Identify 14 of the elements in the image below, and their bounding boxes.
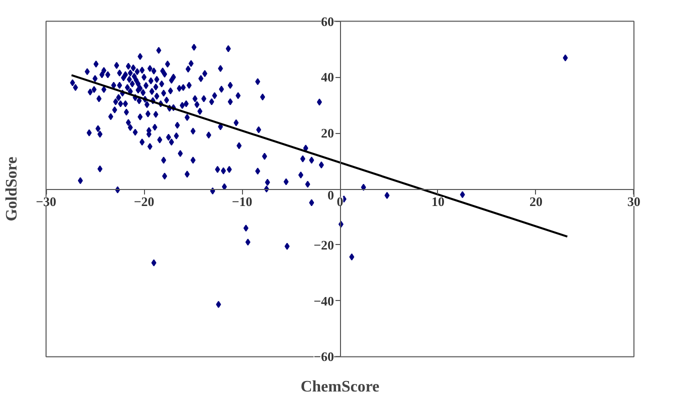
x-tick-label: 30 [627, 194, 640, 209]
y-tick-label: 60 [321, 14, 334, 29]
y-tick-label: −60 [314, 349, 334, 364]
y-tick-label: −20 [314, 237, 334, 252]
x-tick-label: −20 [134, 194, 154, 209]
y-axis-title: GoldSore [4, 156, 20, 222]
y-tick-label: −40 [314, 293, 334, 308]
x-tick-label: −30 [36, 194, 56, 209]
x-tick-label: 10 [431, 194, 444, 209]
x-tick-label: −10 [232, 194, 252, 209]
y-tick-label: 40 [321, 70, 334, 85]
y-tick-label: 20 [321, 126, 334, 141]
x-tick-label: 20 [529, 194, 542, 209]
x-axis-title: ChemScore [300, 378, 380, 396]
